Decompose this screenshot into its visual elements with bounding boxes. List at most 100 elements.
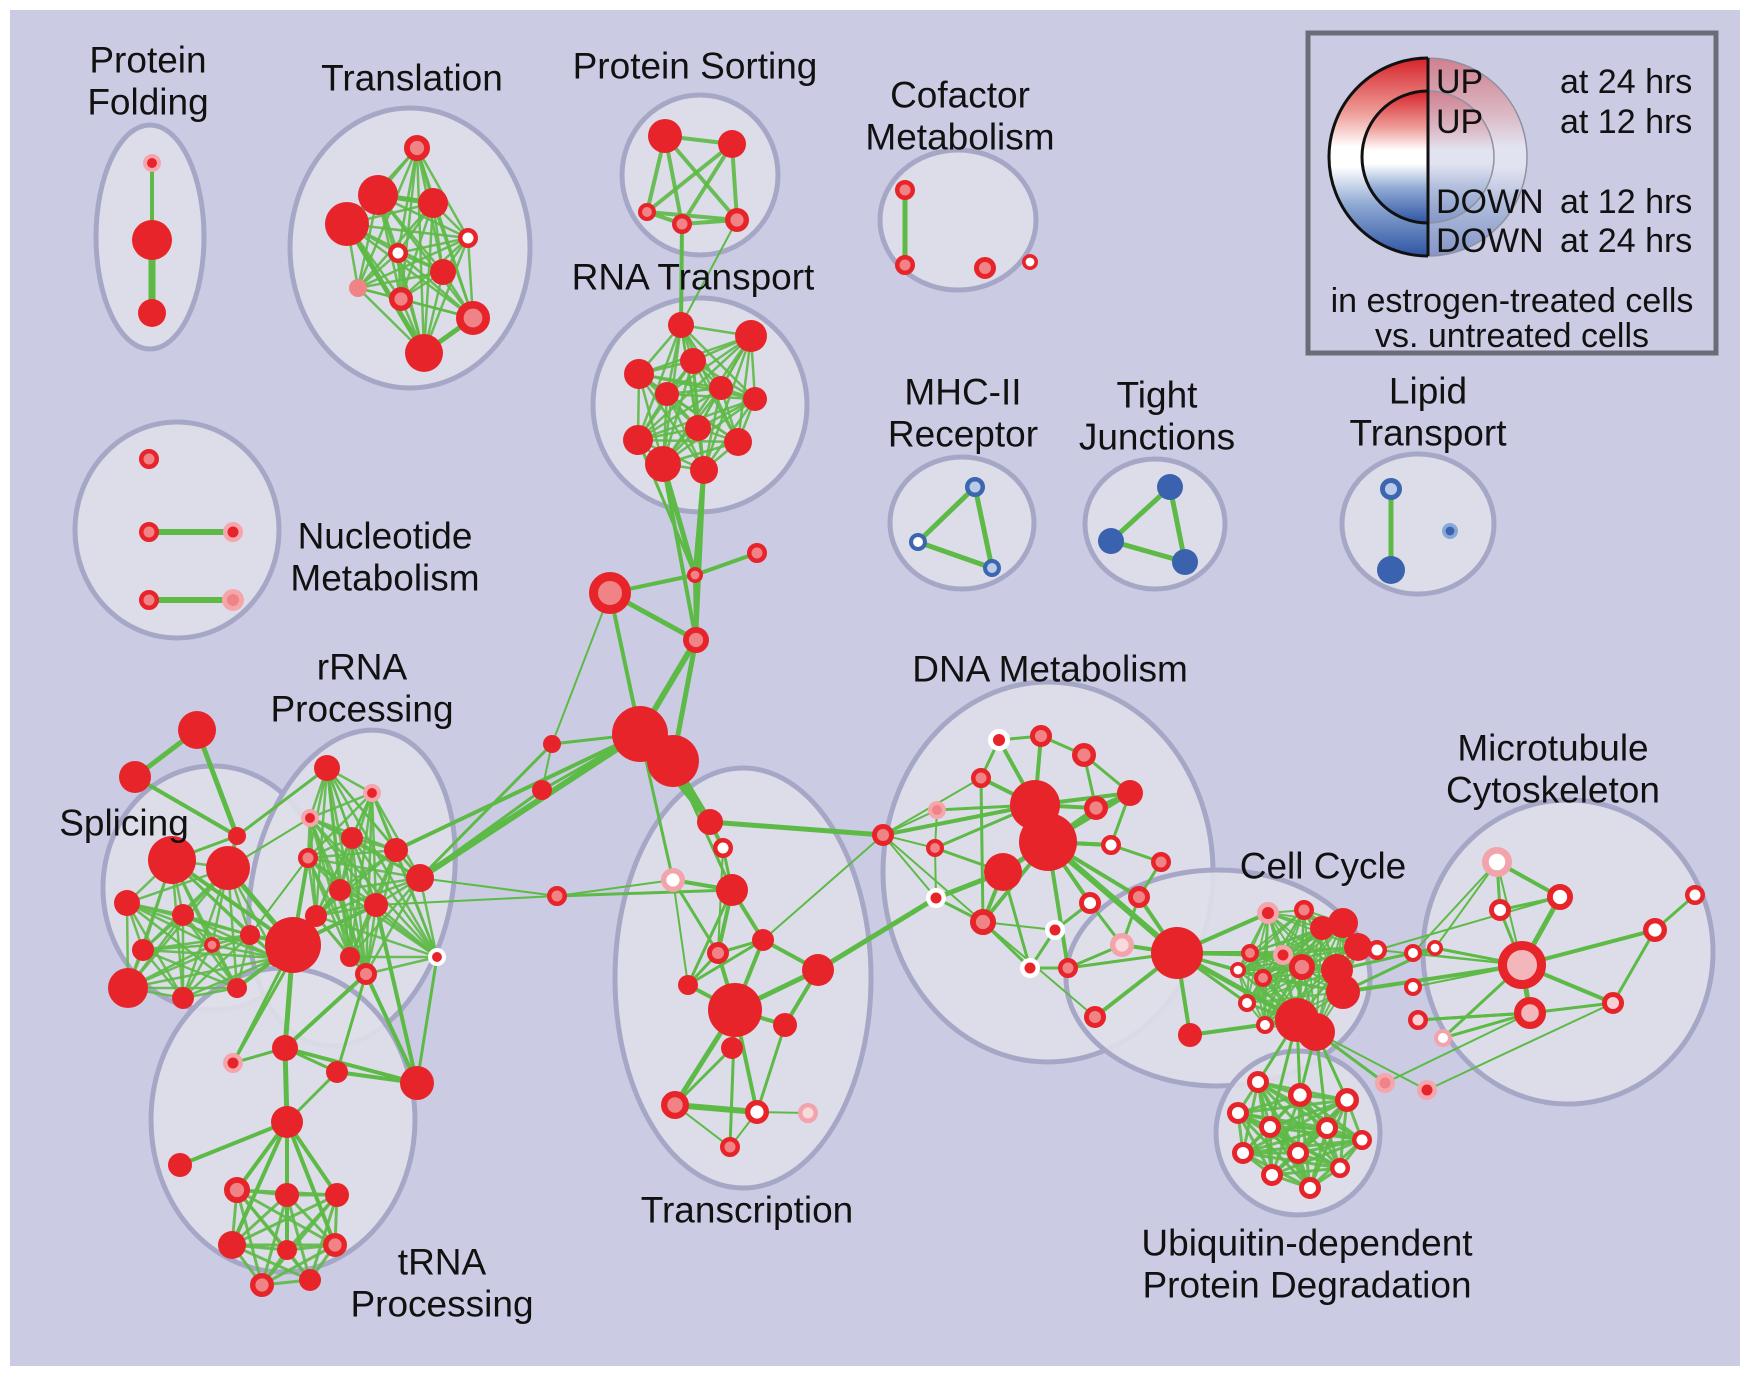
network-edge — [882, 834, 984, 923]
network-node — [142, 153, 161, 172]
network-node — [686, 566, 703, 583]
network-node — [1058, 958, 1078, 978]
network-node — [1427, 939, 1444, 956]
network-edge — [141, 948, 279, 960]
network-node — [405, 334, 443, 372]
network-node — [773, 1013, 797, 1037]
network-edge — [181, 956, 279, 1000]
network-node — [1547, 883, 1574, 910]
network-node — [685, 415, 711, 441]
network-edge — [661, 462, 698, 642]
cluster-label-transcription: Transcription — [641, 1190, 853, 1231]
network-node — [648, 119, 682, 153]
network-node — [984, 853, 1022, 891]
network-node — [1178, 1023, 1202, 1047]
network-node — [1488, 898, 1511, 921]
network-node — [969, 908, 996, 935]
network-edge — [979, 776, 985, 924]
network-node — [119, 761, 151, 793]
network-edge — [636, 323, 683, 442]
network-node — [1294, 900, 1314, 920]
network-node — [323, 1232, 348, 1257]
network-node — [725, 207, 750, 232]
cluster-label-lipid-transport: Lipid — [1389, 371, 1467, 412]
network-node — [1482, 847, 1512, 877]
network-edge — [693, 551, 759, 577]
network-node — [299, 1269, 321, 1291]
cluster-tight-junctions — [1082, 456, 1228, 592]
network-node — [680, 348, 706, 374]
network-edge — [679, 222, 684, 327]
network-node — [341, 827, 363, 849]
cluster-label-cell-cycle: Cell Cycle — [1240, 846, 1407, 887]
network-node — [240, 925, 260, 945]
network-edge — [736, 334, 753, 444]
network-edge — [345, 222, 475, 320]
network-edge — [762, 834, 884, 941]
cluster-label-tight-junctions: Tight — [1117, 375, 1199, 416]
network-edge — [1108, 484, 1173, 544]
network-node — [672, 214, 692, 234]
cluster-label-mhc-ii-receptor: MHC-II — [904, 372, 1021, 413]
network-node — [326, 1061, 348, 1083]
network-node — [1241, 944, 1260, 963]
network-edge — [418, 788, 544, 880]
network-node — [275, 1183, 299, 1207]
network-node — [1273, 945, 1293, 965]
network-node — [139, 449, 159, 469]
network-edge — [1315, 1031, 1428, 1091]
network-node — [973, 257, 996, 280]
network-edge — [364, 955, 439, 976]
legend-time-label: at 12 hrs — [1560, 103, 1692, 141]
network-edge — [285, 1120, 337, 1247]
network-node — [1019, 813, 1077, 871]
legend-direction-label: UP — [1436, 63, 1483, 101]
network-edge — [419, 877, 558, 897]
network-edge — [915, 539, 995, 571]
network-node — [720, 1137, 740, 1157]
cluster-label-cofactor-metabolism: Metabolism — [865, 117, 1054, 158]
network-node — [389, 287, 414, 312]
network-edge — [691, 359, 740, 444]
network-edge — [230, 1120, 289, 1247]
network-edge — [133, 775, 239, 838]
network-edge — [125, 901, 279, 960]
network-edge — [338, 888, 439, 959]
network-node — [987, 728, 1010, 751]
network-node — [623, 425, 653, 455]
network-edge — [235, 766, 329, 838]
cluster-cofactor-metabolism — [877, 147, 1039, 293]
network-node — [1498, 941, 1546, 989]
network-edge — [636, 438, 740, 444]
network-node — [1326, 975, 1360, 1009]
network-node — [228, 827, 246, 845]
network-node — [895, 180, 915, 200]
network-edge — [672, 879, 689, 986]
network-node — [362, 784, 381, 803]
network-node — [543, 735, 561, 753]
network-node — [735, 320, 767, 352]
network-edge — [1341, 963, 1524, 994]
legend-box — [1305, 30, 1719, 356]
network-edge — [348, 876, 422, 959]
network-node — [532, 780, 552, 800]
network-edge — [972, 484, 995, 571]
network-node — [965, 477, 985, 497]
network-edge — [1376, 896, 1561, 951]
cluster-label-trna-processing: Processing — [350, 1284, 533, 1325]
cluster-label-protein-folding: Folding — [87, 82, 208, 123]
legend-arc-outer — [1327, 56, 1429, 258]
network-node — [384, 838, 408, 862]
network-edge — [1611, 928, 1657, 1005]
network-node — [1513, 996, 1546, 1029]
network-node — [178, 711, 216, 749]
cluster-label-lipid-transport: Transport — [1350, 413, 1508, 454]
network-edge — [755, 1023, 787, 1114]
network-node — [224, 1177, 251, 1204]
network-edge — [308, 816, 378, 907]
network-edge — [260, 1193, 289, 1287]
network-node — [971, 768, 991, 788]
network-node — [305, 905, 327, 927]
network-node — [1375, 1073, 1395, 1093]
